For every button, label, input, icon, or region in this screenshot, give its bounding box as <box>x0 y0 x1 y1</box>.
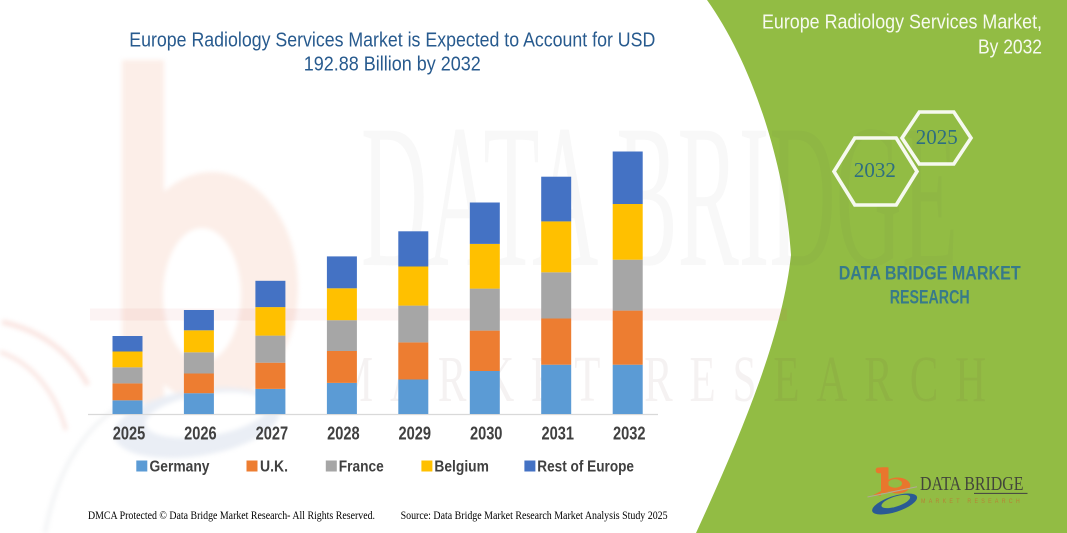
svg-text:DATA BRIDGE: DATA BRIDGE <box>361 83 958 310</box>
svg-text:2026: 2026 <box>184 423 217 443</box>
svg-text:Germany: Germany <box>150 459 210 476</box>
svg-text:DATA BRIDGE: DATA BRIDGE <box>920 473 1024 495</box>
svg-text:Source: Data Bridge Market Res: Source: Data Bridge Market Research Mark… <box>401 508 668 522</box>
svg-text:2030: 2030 <box>470 423 503 443</box>
svg-text:DATA BRIDGE MARKET: DATA BRIDGE MARKET <box>839 263 1021 285</box>
svg-text:2029: 2029 <box>399 423 432 443</box>
svg-text:192.88 Billion by 2032: 192.88 Billion by 2032 <box>304 54 481 76</box>
svg-text:U.K.: U.K. <box>260 459 288 476</box>
svg-text:2025: 2025 <box>916 125 958 149</box>
svg-text:2027: 2027 <box>256 423 289 443</box>
svg-text:2031: 2031 <box>541 423 574 443</box>
svg-text:MARKET RESEARCH: MARKET RESEARCH <box>921 498 1023 505</box>
svg-text:2032: 2032 <box>854 158 896 182</box>
svg-text:France: France <box>339 459 384 476</box>
svg-text:2028: 2028 <box>327 423 360 443</box>
svg-text:2032: 2032 <box>613 423 646 443</box>
svg-text:By 2032: By 2032 <box>978 37 1042 59</box>
svg-text:RESEARCH: RESEARCH <box>890 286 970 308</box>
svg-text:MARKET RESEARCH: MARKET RESEARCH <box>335 343 1003 416</box>
svg-text:Europe Radiology Services Mark: Europe Radiology Services Market is Expe… <box>129 30 655 52</box>
svg-text:2025: 2025 <box>113 423 146 443</box>
svg-text:Rest of Europe: Rest of Europe <box>537 459 634 476</box>
svg-text:Europe Radiology Services Mark: Europe Radiology Services Market, <box>762 12 1042 34</box>
svg-text:Belgium: Belgium <box>434 459 489 476</box>
svg-text:DMCA Protected © Data Bridge M: DMCA Protected © Data Bridge Market Rese… <box>88 508 375 522</box>
